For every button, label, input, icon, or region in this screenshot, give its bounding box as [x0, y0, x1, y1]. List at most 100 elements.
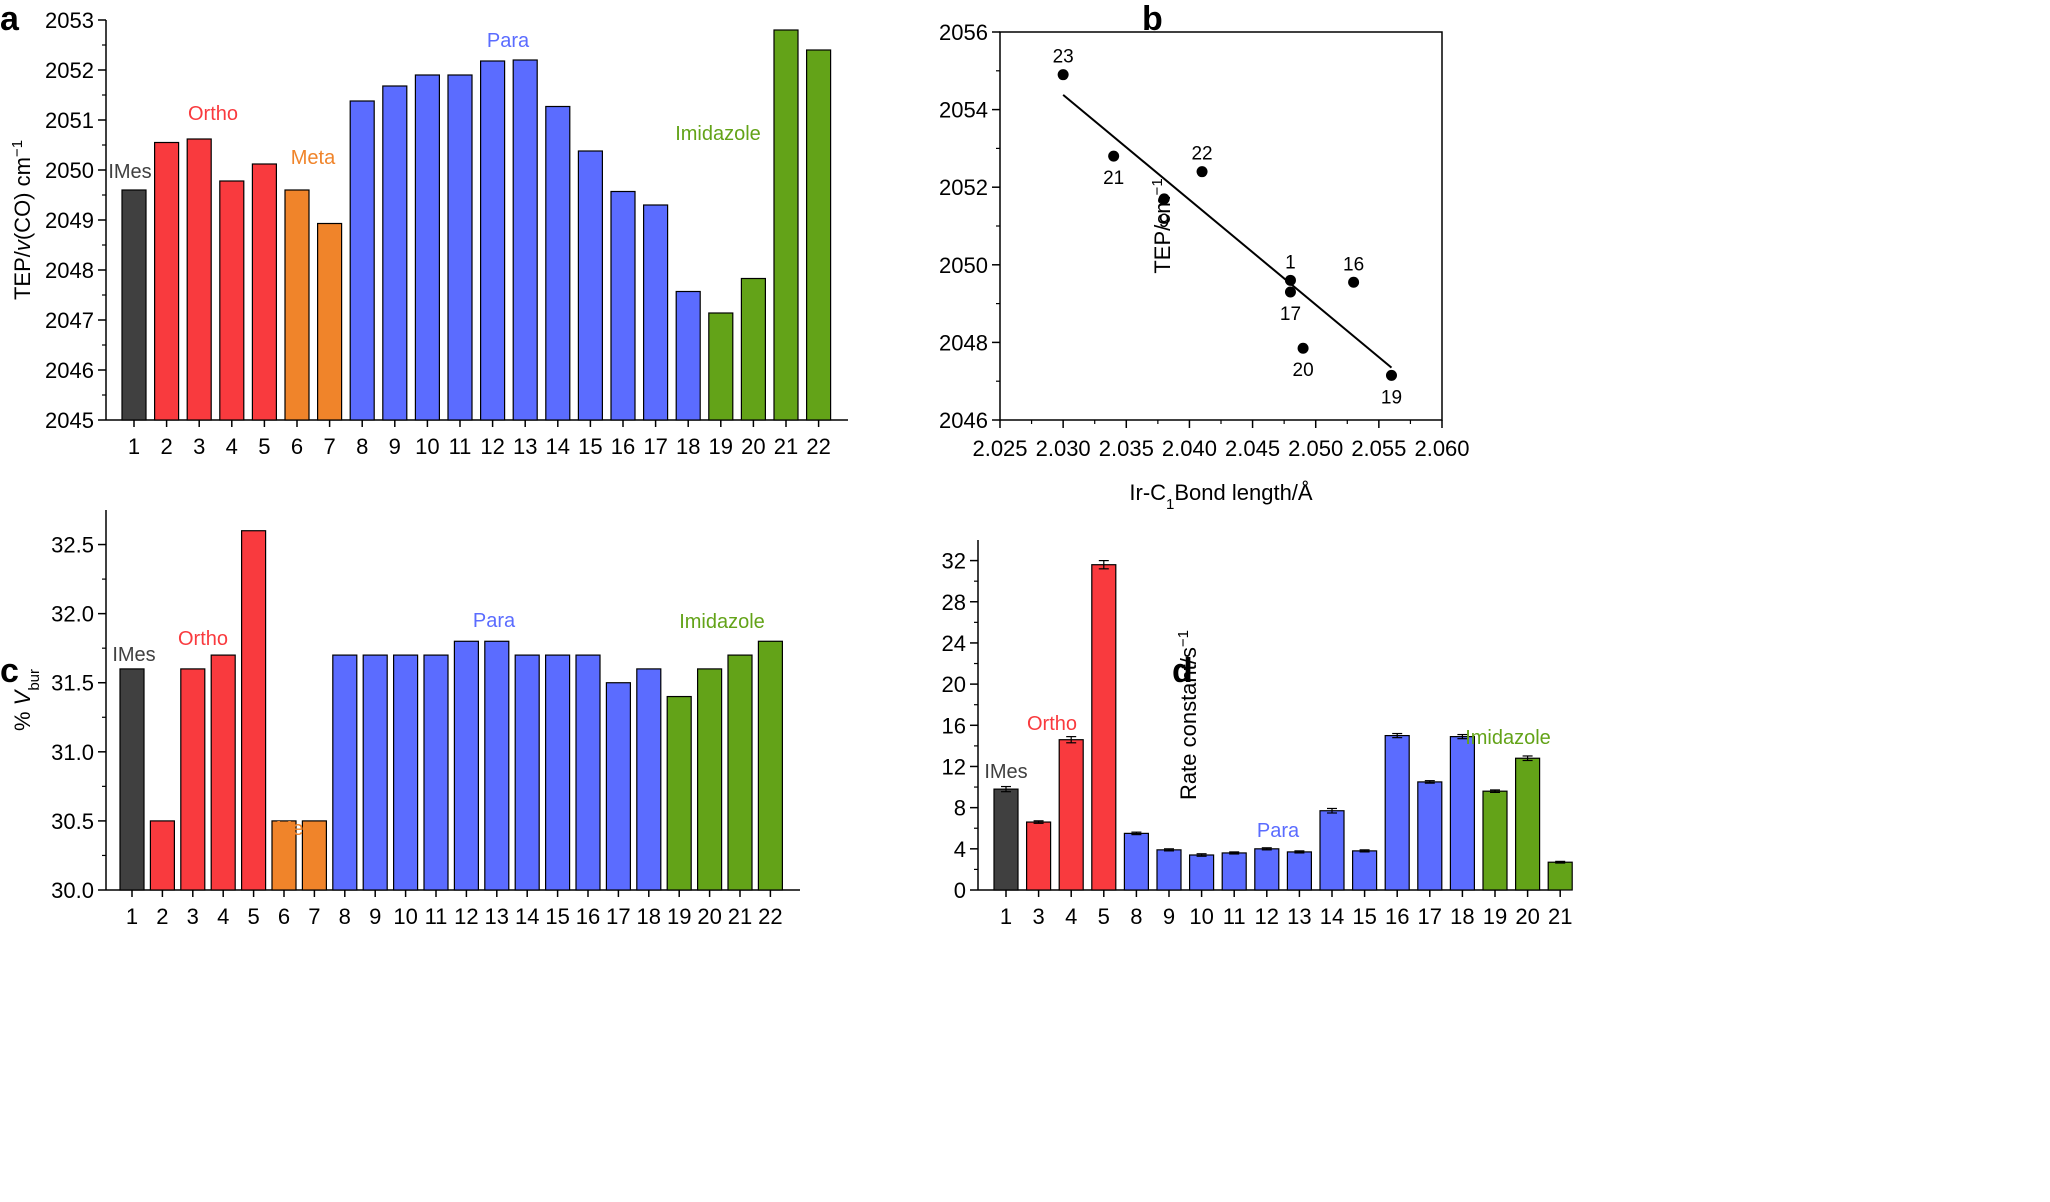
bar-6	[271, 820, 297, 891]
data-point-label: 20	[1293, 360, 1314, 381]
y-tick-label: 28	[942, 590, 966, 615]
group-label-imes: IMes	[984, 761, 1027, 783]
x-tick-label: 3	[193, 434, 205, 459]
panel-b-scatter-plot: 2.025 2.030 2.035 2.040 2.045 2.050 2.055 2.060…	[939, 20, 1469, 513]
bar-1	[121, 189, 147, 421]
fit-line	[1062, 94, 1393, 369]
y-tick-label: 2052	[939, 175, 988, 200]
bar-12	[1254, 848, 1280, 891]
x-tick-label: 5	[1098, 904, 1110, 929]
x-tick-label: 16	[576, 904, 600, 929]
x-tick-label: 11	[425, 904, 448, 929]
bar-5	[1091, 564, 1117, 891]
group-label-imes: IMes	[112, 644, 155, 666]
bar-1	[993, 788, 1019, 891]
data-point-17	[1284, 286, 1296, 298]
bar-18	[1449, 736, 1476, 891]
x-tick-label: 7	[323, 434, 335, 459]
y-tick-label: 24	[942, 631, 966, 656]
x-tick-label: 9	[389, 434, 401, 459]
group-label-ortho: Ortho	[188, 103, 238, 125]
y-tick-label: 2053	[45, 8, 94, 33]
bar-19	[666, 695, 692, 891]
group-label-ortho: Ortho	[178, 628, 228, 650]
y-tick-label: 30.5	[51, 809, 94, 834]
bar-4	[219, 180, 245, 421]
bar-15	[1351, 850, 1378, 891]
x-tick-label: 2.050	[1288, 436, 1343, 461]
x-tick-label: 19	[709, 434, 733, 459]
y-tick-label: 4	[954, 837, 966, 862]
y-tick-label: 2050	[45, 158, 94, 183]
x-tick-label: 7	[308, 904, 320, 929]
x-tick-label: 2.060	[1414, 436, 1469, 461]
data-point-label: 9	[1159, 211, 1170, 232]
group-label-meta: Meta	[276, 818, 321, 840]
y-axis-title: TEP/v(CO) cm−1	[9, 140, 36, 300]
y-tick-label: 30.0	[51, 878, 94, 903]
group-label-para: Para	[1257, 820, 1300, 842]
x-tick-label: 16	[1385, 904, 1409, 929]
x-tick-label: 11	[449, 434, 472, 459]
x-tick-label: 8	[1130, 904, 1142, 929]
x-tick-label: 16	[611, 434, 635, 459]
x-tick-label: 2.035	[1099, 436, 1154, 461]
y-tick-label: 32.0	[51, 602, 94, 627]
x-tick-label: 6	[291, 434, 303, 459]
x-tick-label: 10	[1189, 904, 1213, 929]
x-tick-label: 12	[1255, 904, 1279, 929]
bar-7	[317, 222, 343, 421]
x-tick-label: 6	[278, 904, 290, 929]
bar-17	[642, 204, 669, 421]
x-tick-label: 9	[1163, 904, 1175, 929]
bar-1	[119, 668, 145, 891]
x-tick-label: 17	[643, 434, 667, 459]
bar-8	[1123, 832, 1150, 891]
y-tick-label: 2047	[45, 308, 94, 333]
group-label-imidazole: Imidazole	[1465, 727, 1551, 749]
x-tick-label: 2.055	[1351, 436, 1406, 461]
bar-13	[484, 640, 510, 891]
bar-11	[447, 74, 473, 421]
bar-11	[1221, 852, 1247, 891]
bar-2	[149, 820, 175, 891]
group-label-para: Para	[473, 610, 516, 632]
data-point-16	[1348, 276, 1360, 288]
y-tick-label: 2046	[45, 358, 94, 383]
bar-9	[382, 85, 408, 421]
bar-4	[1058, 739, 1084, 891]
x-tick-label: 22	[758, 904, 782, 929]
bar-7	[301, 820, 327, 891]
y-tick-label: 31.0	[51, 740, 94, 765]
x-tick-label: 21	[1548, 904, 1572, 929]
group-label-imidazole: Imidazole	[679, 611, 765, 633]
y-tick-label: 0	[954, 878, 966, 903]
data-point-23	[1057, 69, 1069, 81]
y-tick-label: 2052	[45, 58, 94, 83]
bar-6	[284, 189, 310, 421]
x-tick-label: 10	[393, 904, 417, 929]
x-tick-label: 13	[1287, 904, 1311, 929]
x-tick-label: 5	[258, 434, 270, 459]
group-label-ortho: Ortho	[1027, 713, 1077, 735]
y-axis-title: % Vbur	[10, 669, 43, 731]
bar-8	[349, 100, 375, 421]
x-tick-label: 18	[1450, 904, 1474, 929]
bar-21	[773, 29, 799, 421]
data-point-label: 17	[1280, 304, 1301, 325]
x-tick-label: 14	[1320, 904, 1344, 929]
bar-10	[414, 74, 440, 421]
x-tick-label: 19	[1483, 904, 1507, 929]
x-tick-label: 10	[415, 434, 439, 459]
bar-17	[605, 682, 632, 891]
data-point-label: 19	[1381, 387, 1402, 408]
bar-8	[332, 654, 358, 891]
panel-letter-b: b	[1142, 0, 1163, 38]
bar-18	[675, 290, 701, 421]
bar-11	[423, 654, 449, 891]
bar-5	[241, 530, 267, 891]
bar-18	[636, 668, 662, 891]
panel-letter-a: a	[0, 0, 20, 38]
y-tick-label: 20	[942, 672, 966, 697]
